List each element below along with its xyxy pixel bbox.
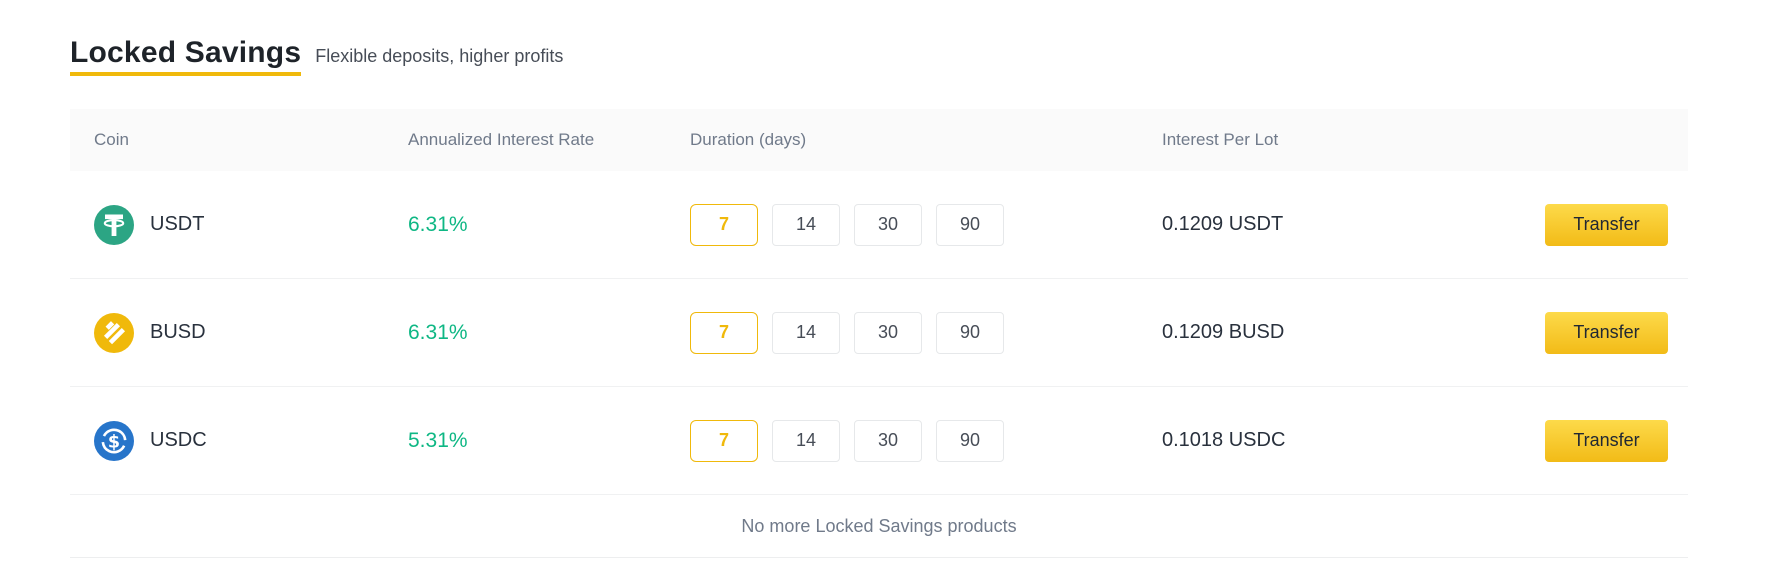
transfer-button[interactable]: Transfer — [1545, 311, 1668, 354]
busd-coin-icon — [94, 312, 134, 353]
page-title: Locked Savings — [70, 36, 302, 76]
table-body: USDT 6.31% 7 14 30 90 0.1209 USDT Transfer … — [70, 171, 1688, 495]
duration-90-button[interactable]: 90 — [936, 419, 1004, 462]
interest-per-lot-value: 0.1209 USDT — [1162, 213, 1284, 235]
usdc-coin-icon: $ — [94, 420, 134, 461]
transfer-button[interactable]: Transfer — [1545, 419, 1668, 462]
duration-options: 7 14 30 90 — [690, 311, 1162, 354]
table-footer: No more Locked Savings products — [70, 495, 1688, 558]
coin-cell: BUSD — [94, 312, 408, 353]
coin-cell: USDT — [94, 204, 408, 245]
column-header-annualized-interest-rate: Annualized Interest Rate — [408, 130, 595, 149]
duration-7-button[interactable]: 7 — [690, 419, 758, 462]
savings-table: Coin Annualized Interest Rate Duration (… — [70, 109, 1688, 558]
duration-options: 7 14 30 90 — [690, 203, 1162, 246]
no-more-products-text: No more Locked Savings products — [741, 515, 1017, 536]
duration-14-button[interactable]: 14 — [772, 419, 840, 462]
duration-14-button[interactable]: 14 — [772, 203, 840, 246]
duration-14-button[interactable]: 14 — [772, 311, 840, 354]
duration-90-button[interactable]: 90 — [936, 311, 1004, 354]
duration-options: 7 14 30 90 — [690, 419, 1162, 462]
action-cell: Transfer — [1545, 311, 1668, 354]
coin-name: USDT — [150, 213, 205, 235]
action-cell: Transfer — [1545, 419, 1668, 462]
table-row: $ USDC 5.31% 7 14 30 90 0.1018 USDC Transfe… — [70, 387, 1688, 495]
annualized-interest-rate-value: 5.31% — [408, 428, 468, 452]
duration-30-button[interactable]: 30 — [854, 311, 922, 354]
transfer-button[interactable]: Transfer — [1545, 203, 1668, 246]
table-header-row: Coin Annualized Interest Rate Duration (… — [70, 109, 1688, 171]
page-subtitle: Flexible deposits, higher profits — [315, 46, 564, 66]
coin-name: USDC — [150, 429, 207, 451]
duration-7-button[interactable]: 7 — [690, 311, 758, 354]
title-area: Locked Savings Flexible deposits, higher… — [70, 36, 1688, 76]
interest-per-lot-value: 0.1018 USDC — [1162, 429, 1286, 451]
table-row: BUSD 6.31% 7 14 30 90 0.1209 BUSD Transfer — [70, 279, 1688, 387]
usdt-coin-icon — [94, 204, 134, 245]
duration-30-button[interactable]: 30 — [854, 419, 922, 462]
svg-text:$: $ — [108, 432, 120, 452]
locked-savings-page: Locked Savings Flexible deposits, higher… — [70, 36, 1688, 558]
action-cell: Transfer — [1545, 203, 1668, 246]
column-header-interest-per-lot: Interest Per Lot — [1162, 130, 1279, 149]
coin-cell: $ USDC — [94, 420, 408, 461]
interest-per-lot-value: 0.1209 BUSD — [1162, 321, 1285, 343]
annualized-interest-rate-value: 6.31% — [408, 212, 468, 236]
table-row: USDT 6.31% 7 14 30 90 0.1209 USDT Transfer — [70, 171, 1688, 279]
annualized-interest-rate-value: 6.31% — [408, 320, 468, 344]
column-header-duration-days: Duration (days) — [690, 130, 807, 149]
column-header-coin: Coin — [94, 130, 129, 149]
duration-30-button[interactable]: 30 — [854, 203, 922, 246]
duration-90-button[interactable]: 90 — [936, 203, 1004, 246]
duration-7-button[interactable]: 7 — [690, 203, 758, 246]
coin-name: BUSD — [150, 321, 206, 343]
